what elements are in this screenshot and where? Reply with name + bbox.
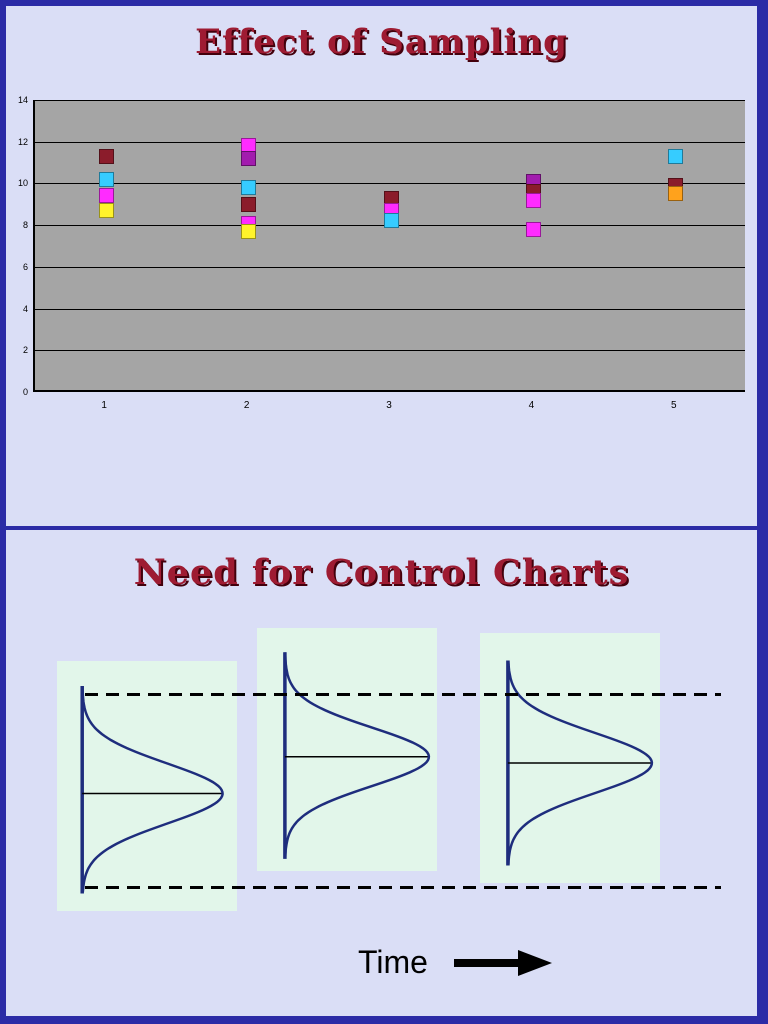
gridline [35,100,745,101]
data-point-magenta [98,188,114,204]
data-point-darkred [241,196,257,212]
data-point-cyan [241,180,257,196]
x-tick-label: 3 [386,400,392,411]
y-tick-label: 4 [22,303,28,314]
data-point-yellow [241,223,257,239]
gridline [35,350,745,352]
y-tick-label: 14 [17,95,28,105]
upper-control-limit-line [85,693,721,696]
gridline [35,308,745,310]
data-point-cyan [98,171,114,187]
slide1-title: Effect of Sampling [195,22,568,62]
x-tick-label: 2 [243,400,250,411]
time-axis: Time [358,944,554,981]
data-point-cyan [383,213,399,229]
y-tick-label: 12 [17,136,28,147]
data-point-yellow [98,203,114,219]
normal-curve-2 [283,652,431,859]
data-point-darkred [98,148,114,164]
data-point-cyan [668,148,684,164]
y-tick-label: 2 [22,345,28,356]
slide-effect-of-sampling: Effect of Sampling 0 2 4 6 8 10 12 14 1 2 3 4 5 [6,6,757,526]
y-tick-label: 6 [22,261,28,272]
slide-need-for-control-charts: Need for Control Charts Time [6,530,757,1016]
x-tick-label: 4 [528,400,535,411]
x-tick-label: 5 [671,400,677,411]
time-arrow-icon [453,949,552,976]
y-tick-label: 0 [22,387,28,397]
gridline [35,141,745,143]
data-point-magenta [525,221,541,237]
lower-control-limit-line [85,886,721,889]
gridline [35,266,745,268]
data-point-purple [241,150,257,166]
distribution-panel-3 [480,633,660,883]
normal-curve-3 [506,660,654,866]
gridline [35,183,745,185]
x-tick-label: 1 [101,400,107,411]
y-tick-label: 8 [22,220,28,231]
data-point-orange [668,186,684,202]
distribution-panel-1 [57,661,237,911]
time-label: Time [358,944,428,980]
chart-plot-area [33,100,745,392]
y-tick-label: 10 [17,178,28,189]
data-point-magenta [525,192,541,208]
sampling-chart: 0 2 4 6 8 10 12 14 1 2 3 4 5 [10,94,755,416]
normal-curve-1 [80,685,224,894]
slide2-title: Need for Control Charts [133,552,630,593]
distribution-panel-2 [257,628,437,871]
